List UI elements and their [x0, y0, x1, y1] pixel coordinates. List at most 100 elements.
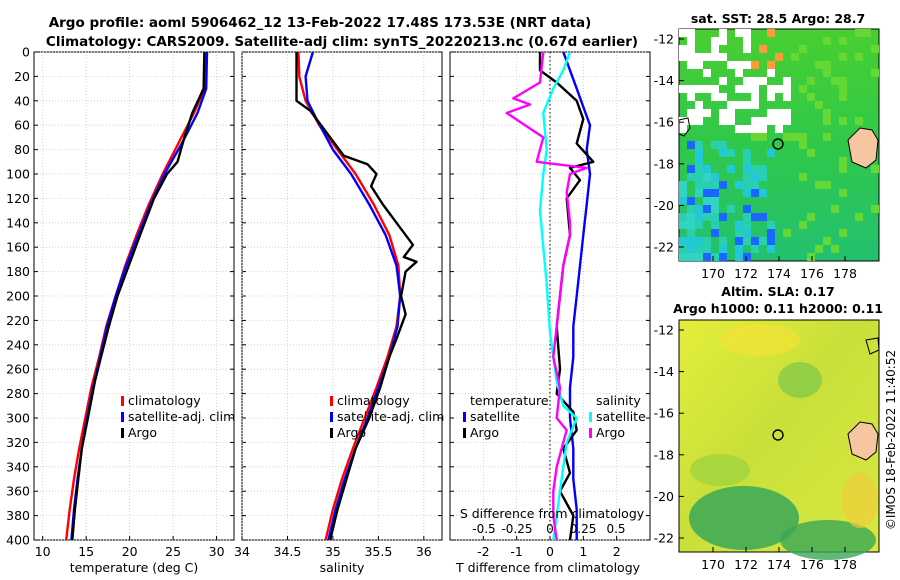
sst-cell: [679, 213, 687, 221]
y-tick-label: 220: [6, 313, 30, 328]
legend-swatch-satellite: [330, 412, 333, 422]
sla-low-patch: [689, 486, 799, 550]
sst-cell: [719, 109, 727, 117]
y-tick-label: 20: [14, 69, 30, 84]
sst-cell: [703, 189, 711, 197]
latitude-tick-label: -14: [654, 73, 674, 88]
sst-cell: [735, 245, 743, 253]
sst-cell: [679, 197, 687, 205]
sst-cell: [839, 117, 847, 125]
sst-cell: [679, 45, 687, 53]
sst-cell: [687, 165, 695, 173]
latitude-tick-label: -22: [654, 531, 674, 546]
sst-cell: [767, 245, 775, 253]
legend-swatch-t-satellite: [463, 412, 466, 422]
island-coast-left: [678, 117, 691, 137]
sst-cell: [703, 69, 711, 77]
sst-cell: [807, 253, 815, 261]
sst-cell: [743, 125, 751, 133]
temperature-lines: [65, 52, 209, 540]
figure-title-line1: Argo profile: aoml 5906462_12 13-Feb-202…: [49, 15, 592, 31]
sst-cell: [703, 237, 711, 245]
s-difference-xlabel: S difference from climatology: [460, 506, 645, 521]
sst-cell: [799, 85, 807, 93]
sst-cell: [799, 173, 807, 181]
sst-cell: [767, 149, 775, 157]
x-tick-label: 34.5: [274, 544, 302, 559]
sst-cell: [711, 173, 719, 181]
sst-cell: [743, 77, 751, 85]
longitude-tick-label: 176: [800, 266, 824, 281]
sst-cell: [743, 237, 751, 245]
sst-cell: [871, 165, 879, 173]
sst-cell: [759, 237, 767, 245]
sst-cell: [743, 149, 751, 157]
sst-cell: [783, 77, 791, 85]
sst-cell: [807, 213, 815, 221]
sst-cell: [743, 213, 751, 221]
sst-cell: [767, 93, 775, 101]
sst-cell: [703, 181, 711, 189]
y-tick-label: 260: [6, 362, 30, 377]
sst-cell: [727, 205, 735, 213]
x-tick-label: 2: [613, 544, 621, 559]
sst-cell: [751, 165, 759, 173]
sst-cell: [727, 149, 735, 157]
latitude-tick-label: -18: [654, 447, 674, 462]
sst-cell: [807, 93, 815, 101]
sst-cell: [687, 53, 695, 61]
sst-cell: [871, 45, 879, 53]
difference-lines: [505, 52, 595, 540]
sst-longitude-tick-labels: 170 172 174 176 178: [701, 256, 857, 281]
sst-cell: [727, 165, 735, 173]
sst-cell: [703, 165, 711, 173]
sst-cell: [783, 109, 791, 117]
legend-header-temperature: temperature: [470, 393, 549, 408]
sst-cell: [759, 117, 767, 125]
sst-cell: [711, 181, 719, 189]
sst-cell: [855, 213, 863, 221]
legend-label-climatology: climatology: [337, 393, 410, 408]
sst-cell: [711, 53, 719, 61]
sst-cell: [727, 117, 735, 125]
y-tick-label: 100: [6, 167, 30, 182]
y-tick-label: 40: [14, 93, 30, 108]
figure-title-line2: Climatology: CARS2009. Satellite-adj cli…: [46, 34, 638, 50]
sst-cell: [703, 109, 711, 117]
sst-cell: [743, 101, 751, 109]
x-tick-label: 25: [165, 544, 181, 559]
legend-swatch-t-argo: [463, 428, 466, 438]
sst-cell: [735, 69, 743, 77]
y-tick-label: 320: [6, 435, 30, 450]
sst-cell: [759, 189, 767, 197]
sst-cell: [791, 133, 799, 141]
sst-cell: [679, 117, 687, 125]
sst-cell: [839, 157, 847, 165]
sst-cell: [863, 29, 871, 37]
sst-cell: [735, 101, 743, 109]
sst-cell: [703, 245, 711, 253]
x-tick-label: 30: [209, 544, 225, 559]
sst-cell: [759, 45, 767, 53]
sst-cell: [687, 205, 695, 213]
sst-cell: [695, 245, 703, 253]
sst-cell: [807, 77, 815, 85]
y-tick-label: 60: [14, 118, 30, 133]
sst-cell: [711, 229, 719, 237]
sst-cell: [815, 181, 823, 189]
sla-low-patch: [690, 454, 750, 486]
salinity-legend: climatology satellite-adj. clim Argo: [330, 393, 444, 440]
sst-map: sat. SST: 28.5 Argo: 28.7 -12 -14 -16 -18 -2…: [654, 11, 880, 281]
sst-cell: [687, 213, 695, 221]
sst-cell: [695, 157, 703, 165]
s-tick-label: -0.5: [472, 522, 495, 536]
sst-cell: [679, 189, 687, 197]
sst-cell: [687, 237, 695, 245]
s-difference-legend: salinity satellite Argo: [589, 393, 646, 440]
sst-cell: [871, 69, 879, 77]
sst-map-title: sat. SST: 28.5 Argo: 28.7: [691, 11, 865, 26]
sst-cell: [743, 221, 751, 229]
sst-cell: [687, 141, 695, 149]
x-tick-label: -2: [477, 544, 489, 559]
sst-cell: [719, 141, 727, 149]
